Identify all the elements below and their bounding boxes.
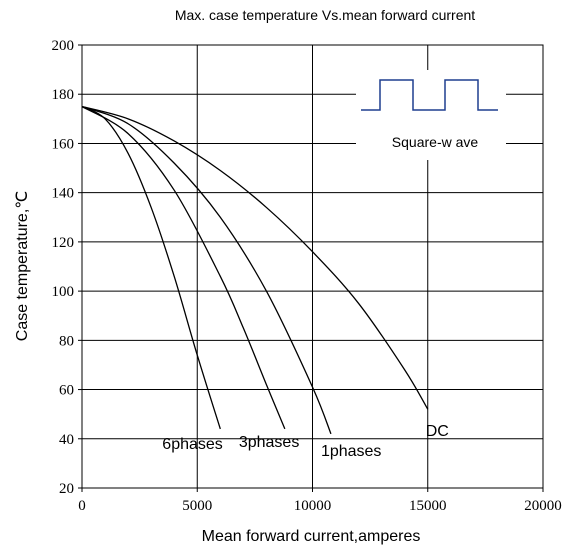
inset-label: Square-w ave [392, 134, 479, 150]
y-axis-label: Case temperature,℃ [14, 191, 31, 341]
series-line-1phases [81, 105, 332, 435]
y-tick-label: 20 [59, 481, 74, 497]
x-tick-label: 15000 [409, 498, 447, 514]
x-tick-label: 5000 [182, 498, 212, 514]
x-axis-label: Mean forward current,amperes [202, 528, 421, 545]
series-line-6phases [81, 105, 221, 430]
y-tick-label: 60 [59, 383, 74, 399]
axis-ticks: 20 40 60 80 100 120 140 160 180 200 0 5000 10000 1500… [52, 38, 562, 514]
y-tick-label: 120 [52, 235, 75, 251]
series-label-6phases: 6phases [162, 436, 223, 453]
y-tick-label: 200 [52, 38, 75, 54]
square-wave-icon [361, 79, 498, 111]
y-tick-label: 160 [52, 136, 75, 152]
y-tick-label: 40 [59, 432, 74, 448]
grid-lines [82, 45, 543, 488]
y-tick-label: 180 [52, 87, 75, 103]
inset-label-bg [373, 132, 497, 152]
series-line-3phases [81, 105, 286, 430]
y-tick-label: 80 [59, 333, 74, 349]
series-label-DC: DC [426, 423, 449, 440]
series-line-DC [81, 105, 429, 410]
y-tick-label: 100 [52, 284, 75, 300]
y-tick-label: 140 [52, 186, 75, 202]
series-label-3phases: 3phases [239, 434, 300, 451]
x-tick-label: 10000 [294, 498, 332, 514]
square-wave-inset: Square-w ave [356, 70, 506, 160]
x-tick-label: 0 [78, 498, 86, 514]
series-labels: 6phases 3phases 1phases DC [162, 423, 449, 460]
x-tick-label: 20000 [524, 498, 562, 514]
series-lines [81, 105, 429, 435]
chart-title: Max. case temperature Vs.mean forward cu… [175, 7, 475, 23]
series-label-1phases: 1phases [321, 443, 382, 460]
